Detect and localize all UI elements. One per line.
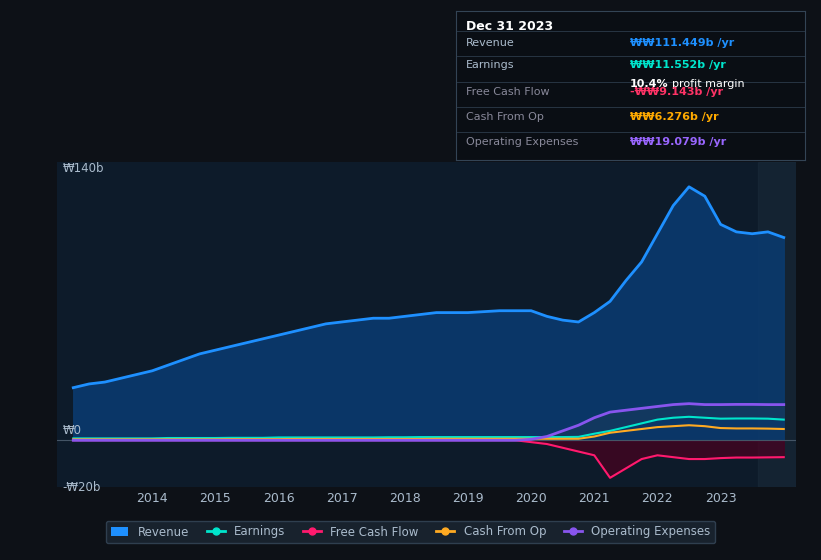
Text: ₩140b: ₩140b [62, 162, 104, 175]
Text: ₩₩11.552b /yr: ₩₩11.552b /yr [631, 60, 726, 70]
Text: Cash From Op: Cash From Op [466, 112, 544, 122]
Text: Free Cash Flow: Free Cash Flow [466, 87, 550, 97]
Bar [759, 162, 796, 487]
Text: -₩₩9.143b /yr: -₩₩9.143b /yr [631, 87, 723, 97]
Text: -₩20b: -₩20b [62, 480, 101, 493]
Text: Dec 31 2023: Dec 31 2023 [466, 20, 553, 33]
Text: ₩₩19.079b /yr: ₩₩19.079b /yr [631, 137, 727, 147]
Text: Earnings: Earnings [466, 60, 515, 70]
Text: Operating Expenses: Operating Expenses [466, 137, 579, 147]
Text: ₩0: ₩0 [62, 424, 81, 437]
Text: profit margin: profit margin [672, 80, 745, 90]
Text: Revenue: Revenue [466, 38, 515, 48]
Legend: Revenue, Earnings, Free Cash Flow, Cash From Op, Operating Expenses: Revenue, Earnings, Free Cash Flow, Cash … [106, 521, 715, 543]
Text: 10.4%: 10.4% [631, 80, 669, 90]
Text: ₩₩6.276b /yr: ₩₩6.276b /yr [631, 112, 718, 122]
Text: ₩₩111.449b /yr: ₩₩111.449b /yr [631, 38, 734, 48]
